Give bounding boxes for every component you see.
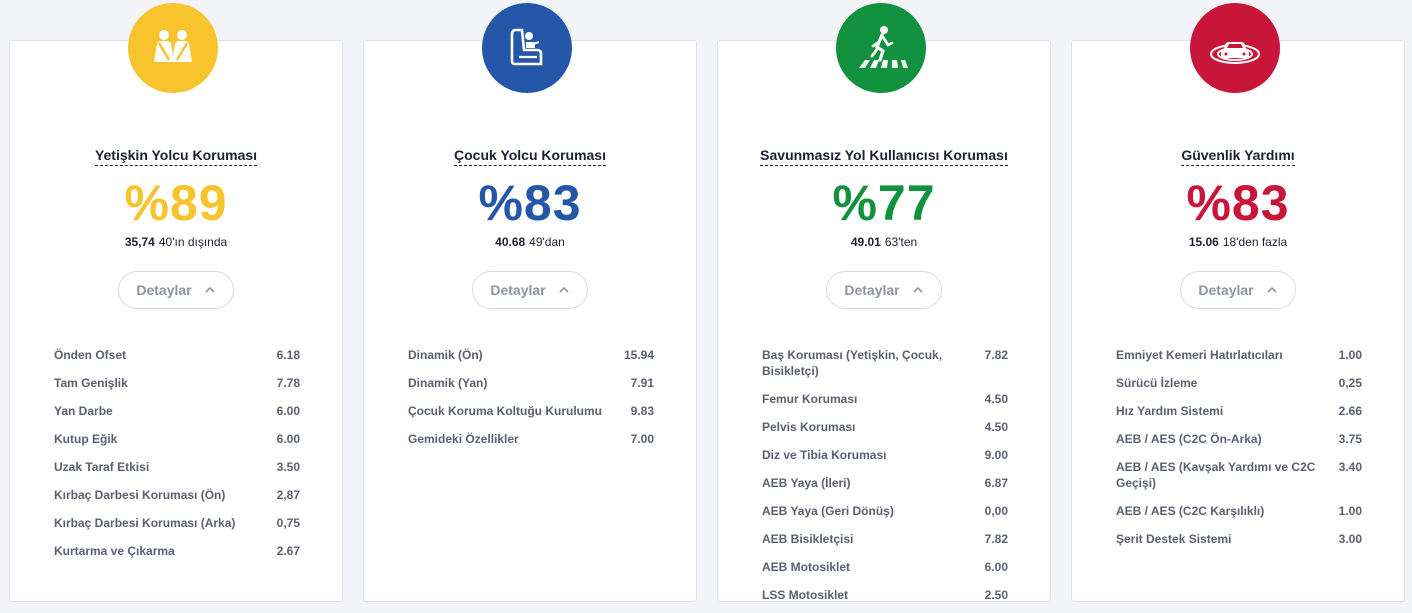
details-list: Emniyet Kemeri Hatırlatıcıları 1.00 Sürüc… (1116, 347, 1362, 559)
details-toggle-button[interactable]: Detaylar (1180, 271, 1296, 309)
list-item: Kutup Eğik 6.00 (54, 432, 300, 446)
child-seat-icon (482, 3, 572, 93)
list-item: Sürücü İzleme 0,25 (1116, 376, 1362, 390)
list-item: Şerit Destek Sistemi 3.00 (1116, 532, 1362, 546)
list-item: Dinamik (Ön) 15.94 (408, 348, 654, 362)
list-item: Yan Darbe 6.00 (54, 404, 300, 418)
list-item: Kurtarma ve Çıkarma 2.67 (54, 544, 300, 558)
card-title: Yetişkin Yolcu Koruması (10, 147, 342, 166)
list-item: AEB / AES (C2C Ön-Arka) 3.75 (1116, 432, 1362, 446)
list-item: Dinamik (Yan) 7.91 (408, 376, 654, 390)
chevron-up-icon (559, 286, 569, 293)
percent-score: %83 (478, 175, 582, 231)
list-item: AEB Motosiklet 6.00 (762, 560, 1008, 574)
list-item: AEB / AES (C2C Karşılıklı) 1.00 (1116, 504, 1362, 518)
points-summary: 15.06 18'den fazla (1188, 235, 1288, 249)
list-item: Kırbaç Darbesi Koruması (Ön) 2,87 (54, 488, 300, 502)
list-item: Diz ve Tibia Koruması 9.00 (762, 448, 1008, 462)
adult-occupants-icon (128, 3, 218, 93)
safety-assist-car-icon (1190, 3, 1280, 93)
pedestrian-crossing-icon (836, 3, 926, 93)
list-item: Gemideki Özellikler 7.00 (408, 432, 654, 446)
card-title: Savunmasız Yol Kullanıcısı Koruması (718, 147, 1050, 166)
list-item: AEB Bisikletçisi 7.82 (762, 532, 1008, 546)
card-safety-assist: Güvenlik Yardımı %83 15.06 18'den fazla D… (1071, 3, 1405, 602)
chevron-up-icon (205, 286, 215, 293)
list-item: AEB / AES (Kavşak Yardımı ve C2C Geçişi)… (1116, 460, 1362, 490)
list-item: Kırbaç Darbesi Koruması (Arka) 0,75 (54, 516, 300, 530)
points-summary: 35,74 40'ın dışında (124, 235, 228, 249)
card-title: Çocuk Yolcu Koruması (364, 147, 696, 166)
list-item: Pelvis Koruması 4.50 (762, 420, 1008, 434)
details-list: Baş Koruması (Yetişkin, Çocuk, Bisikletç… (762, 347, 1008, 613)
chevron-up-icon (1267, 286, 1277, 293)
card-child-occupant: Çocuk Yolcu Koruması %83 40.68 49'dan Det… (363, 3, 697, 602)
card-adult-occupant: Yetişkin Yolcu Koruması %89 35,74 40'ın d… (9, 3, 343, 602)
percent-score: %83 (1186, 175, 1290, 231)
list-item: AEB Yaya (İleri) 6.87 (762, 476, 1008, 490)
card-vulnerable-road-user: Savunmasız Yol Kullanıcısı Koruması %77 … (717, 3, 1051, 602)
list-item: Hız Yardım Sistemi 2.66 (1116, 404, 1362, 418)
details-list: Önden Ofset 6.18 Tam Genişlik 7.78 Yan Dar… (54, 347, 300, 571)
details-toggle-button[interactable]: Detaylar (472, 271, 588, 309)
details-toggle-button[interactable]: Detaylar (118, 271, 234, 309)
list-item: Emniyet Kemeri Hatırlatıcıları 1.00 (1116, 348, 1362, 362)
list-item: LSS Motosiklet 2.50 (762, 588, 1008, 602)
percent-score: %89 (124, 175, 228, 231)
list-item: AEB Yaya (Geri Dönüş) 0,00 (762, 504, 1008, 518)
percent-score: %77 (832, 175, 936, 231)
details-list: Dinamik (Ön) 15.94 Dinamik (Yan) 7.91 Çocu… (408, 347, 654, 459)
list-item: Önden Ofset 6.18 (54, 348, 300, 362)
points-summary: 49.01 63'ten (850, 235, 918, 249)
list-item: Çocuk Koruma Koltuğu Kurulumu 9.83 (408, 404, 654, 418)
list-item: Baş Koruması (Yetişkin, Çocuk, Bisikletç… (762, 348, 1008, 378)
list-item: Femur Koruması 4.50 (762, 392, 1008, 406)
chevron-up-icon (913, 286, 923, 293)
card-title: Güvenlik Yardımı (1072, 147, 1404, 166)
points-summary: 40.68 49'dan (495, 235, 565, 249)
details-toggle-button[interactable]: Detaylar (826, 271, 942, 309)
list-item: Tam Genişlik 7.78 (54, 376, 300, 390)
list-item: Uzak Taraf Etkisi 3.50 (54, 460, 300, 474)
